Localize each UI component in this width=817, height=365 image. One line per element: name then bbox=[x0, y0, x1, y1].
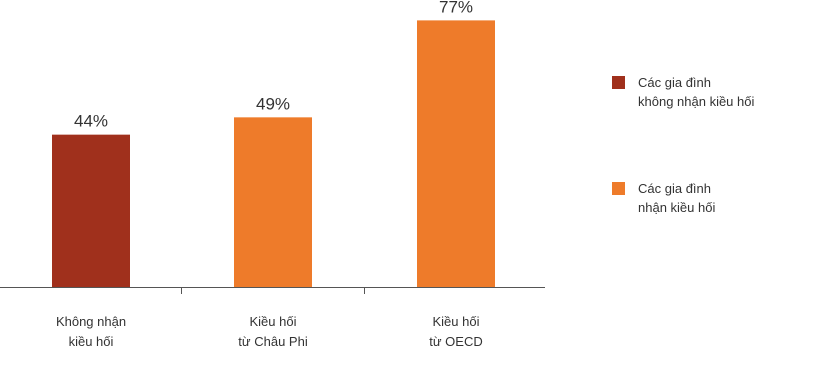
x-tick-label-2: Kiều hối từ Châu Phi bbox=[238, 314, 308, 349]
legend-label-1: Các gia đình không nhận kiều hối bbox=[638, 75, 754, 109]
bars-group bbox=[52, 20, 495, 288]
bar-2 bbox=[234, 117, 312, 288]
bar-3 bbox=[417, 20, 495, 287]
x-tick-label-3: Kiều hối từ OECD bbox=[429, 314, 483, 349]
x-axis-ticks bbox=[181, 287, 365, 294]
legend-label-2: Các gia đình nhận kiều hối bbox=[638, 181, 715, 215]
value-label-2: 49% bbox=[256, 94, 290, 113]
legend-swatch-1 bbox=[612, 76, 625, 89]
legend: Các gia đình không nhận kiều hối Các gia đ… bbox=[612, 75, 754, 215]
value-labels-group: 44% 49% 77% bbox=[74, 0, 473, 131]
value-label-1: 44% bbox=[74, 112, 108, 131]
value-label-3: 77% bbox=[439, 0, 473, 16]
legend-swatch-2 bbox=[612, 182, 625, 195]
x-tick-label-1: Không nhận kiều hối bbox=[56, 314, 126, 349]
x-axis-tick-labels: Không nhận kiều hối Kiều hối từ Châu Phi Kiề… bbox=[56, 314, 483, 349]
bar-1 bbox=[52, 134, 130, 287]
